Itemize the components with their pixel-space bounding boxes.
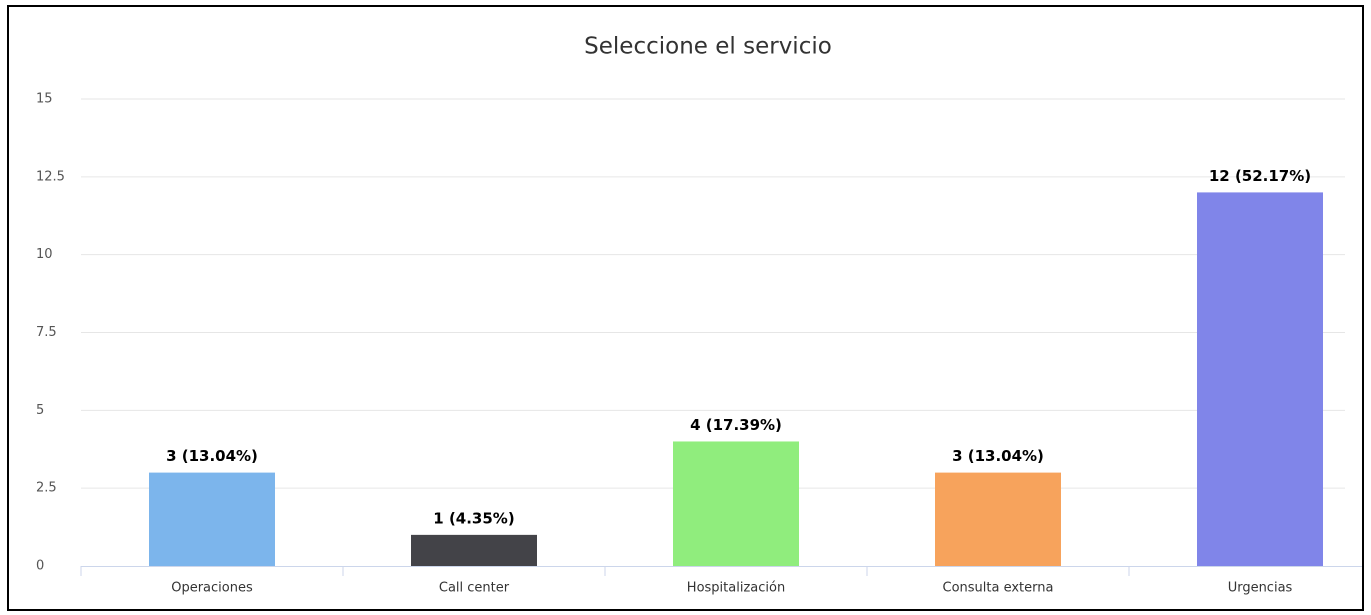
bar [673,441,799,566]
data-label: 1 (4.35%) [433,509,514,527]
data-label: 3 (13.04%) [166,447,258,465]
y-tick-label: 10 [36,247,53,262]
bar [149,472,275,566]
x-tick-label: Operaciones [171,581,253,596]
y-tick-label: 15 [36,92,53,107]
x-tick-label: Urgencias [1228,581,1293,596]
bar [935,472,1061,566]
y-tick-label: 12.5 [36,169,65,184]
x-tick-label: Hospitalización [687,581,785,596]
y-tick-label: 0 [36,559,44,574]
bar [1197,192,1323,566]
data-label: 3 (13.04%) [952,447,1044,465]
y-tick-label: 2.5 [36,481,57,496]
x-tick-label: Consulta externa [943,581,1054,596]
bar [411,534,537,566]
x-tick-label: Call center [439,581,510,596]
chart-title: Seleccione el servicio [584,34,832,60]
y-tick-label: 5 [36,403,44,418]
data-label: 4 (17.39%) [690,416,782,434]
y-tick-label: 7.5 [36,325,57,340]
data-label: 12 (52.17%) [1209,167,1311,185]
